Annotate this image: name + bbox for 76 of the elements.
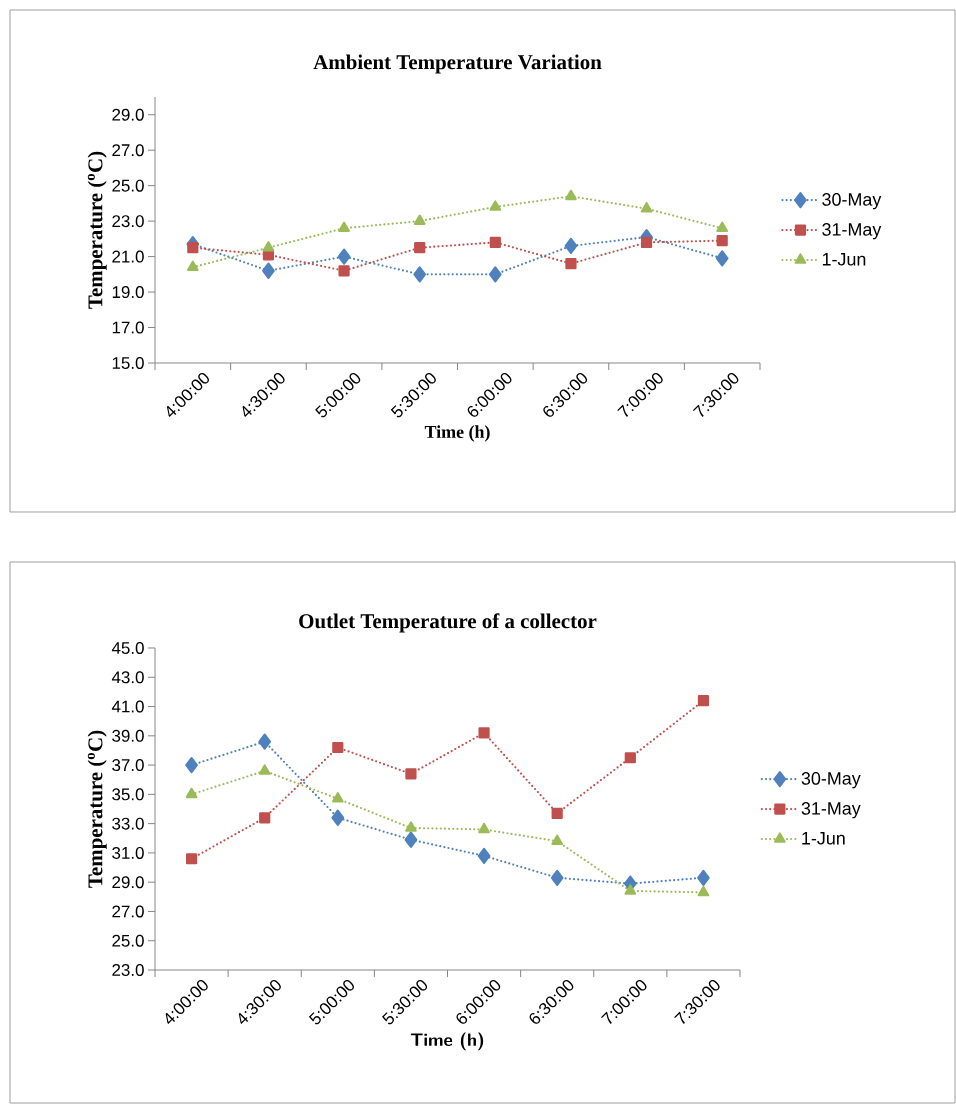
y-tick-label: 15.0 [112, 356, 144, 369]
point [697, 885, 710, 897]
point [258, 764, 271, 775]
point [413, 214, 426, 225]
point [477, 847, 491, 864]
point [697, 695, 710, 707]
point [405, 821, 417, 832]
y-tick-label: 21.0 [112, 250, 144, 263]
legend-label: 30-May [822, 193, 882, 210]
point [565, 258, 577, 270]
y-tick-label: 37.0 [112, 759, 144, 772]
legend-label: 1-Jun [802, 832, 845, 845]
point [405, 768, 417, 780]
legend-label: 31-May [822, 223, 882, 240]
point [716, 235, 728, 247]
point [331, 792, 344, 803]
point [185, 756, 198, 774]
chart-title: Ambient Temperature Variation [313, 54, 602, 74]
point [413, 266, 427, 283]
point [258, 733, 272, 750]
point [716, 221, 729, 233]
y-tick-label: 25.0 [112, 179, 144, 192]
y-tick-label: 33.0 [112, 817, 144, 830]
point [338, 221, 350, 233]
point [489, 200, 502, 211]
y-tick-label: 43.0 [111, 671, 144, 684]
point [565, 189, 577, 201]
point [262, 262, 275, 279]
y-tick-label: 45.0 [111, 642, 144, 654]
point [331, 809, 345, 826]
point [186, 260, 199, 272]
x-axis-title: Time (h) [424, 425, 490, 442]
y-tick-label: 35.0 [112, 788, 144, 801]
y-tick-label: 27.0 [112, 144, 144, 157]
point [564, 237, 578, 255]
point [187, 242, 199, 254]
y-axis-title: Temperature ($^{o}$C) [87, 151, 107, 309]
point [640, 236, 653, 248]
point [478, 822, 490, 834]
point [624, 752, 636, 764]
point [640, 202, 653, 213]
y-tick-label: 31.0 [112, 846, 144, 859]
point [338, 265, 350, 277]
legend-label: 30-May [801, 772, 861, 789]
y-tick-label: 23.0 [112, 215, 144, 228]
point [332, 741, 344, 754]
point [185, 787, 198, 799]
y-tick-label: 41.0 [111, 700, 144, 713]
y-tick-label: 25.0 [112, 934, 144, 947]
y-tick-label: 29.0 [112, 876, 144, 889]
point [414, 242, 426, 254]
point [550, 869, 564, 886]
x-axis-title: Time (h) [411, 1032, 484, 1051]
point [489, 236, 501, 248]
point [715, 250, 729, 267]
y-tick-label: 39.0 [112, 729, 144, 742]
y-tick-label: 29.0 [112, 108, 144, 121]
legend-label: 1-Jun [822, 253, 866, 266]
y-tick-label: 19.0 [112, 286, 144, 299]
point [337, 248, 351, 265]
point [404, 831, 418, 848]
point [478, 727, 490, 739]
chart-title: Outlet Temperature of a collector [299, 613, 597, 633]
point [697, 869, 710, 886]
point [488, 266, 502, 283]
y-tick-label: 23.0 [112, 964, 144, 976]
point [262, 241, 275, 252]
point [551, 807, 563, 819]
y-tick-label: 17.0 [112, 321, 144, 334]
y-axis-title: Temperature ($^{o}$C) [87, 730, 107, 888]
point [259, 812, 271, 824]
point [185, 853, 198, 865]
point [551, 834, 564, 846]
legend-label: 31-May [801, 802, 861, 819]
y-tick-label: 27.0 [112, 905, 144, 918]
point [624, 884, 637, 895]
